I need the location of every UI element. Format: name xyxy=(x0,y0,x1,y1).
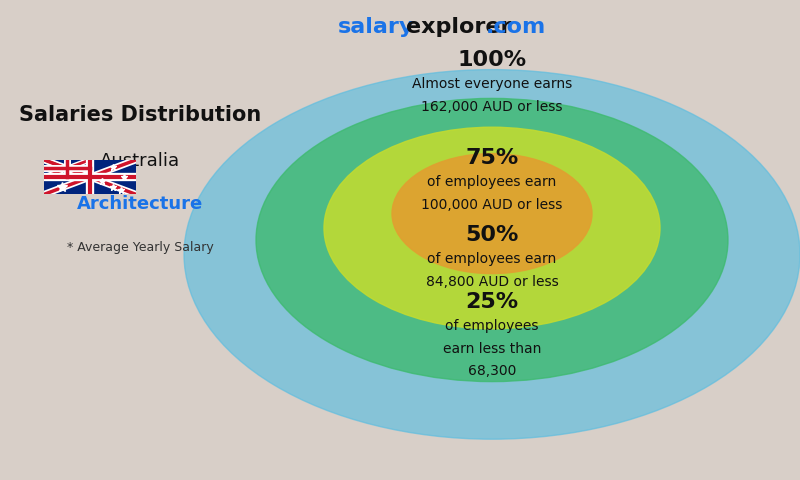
Text: explorer: explorer xyxy=(406,17,511,37)
Text: of employees earn: of employees earn xyxy=(427,252,557,266)
Text: Salaries Distribution: Salaries Distribution xyxy=(19,105,261,125)
Text: earn less than: earn less than xyxy=(443,342,541,356)
Text: * Average Yearly Salary: * Average Yearly Salary xyxy=(66,240,214,254)
Circle shape xyxy=(392,154,592,274)
Text: Australia: Australia xyxy=(100,152,180,170)
Circle shape xyxy=(184,70,800,439)
Text: 25%: 25% xyxy=(466,292,518,312)
Circle shape xyxy=(324,127,660,329)
Text: salary: salary xyxy=(338,17,414,37)
Text: of employees: of employees xyxy=(446,319,538,334)
Text: of employees earn: of employees earn xyxy=(427,175,557,190)
Text: Architecture: Architecture xyxy=(77,195,203,213)
Text: 84,800 AUD or less: 84,800 AUD or less xyxy=(426,275,558,289)
Text: 100,000 AUD or less: 100,000 AUD or less xyxy=(422,198,562,212)
Circle shape xyxy=(256,98,728,382)
Text: 75%: 75% xyxy=(466,148,518,168)
Text: 162,000 AUD or less: 162,000 AUD or less xyxy=(422,99,562,114)
Text: 68,300: 68,300 xyxy=(468,364,516,378)
Text: Almost everyone earns: Almost everyone earns xyxy=(412,77,572,91)
Text: .com: .com xyxy=(486,17,546,37)
Text: 100%: 100% xyxy=(458,50,526,70)
Bar xyxy=(44,160,90,177)
Text: 50%: 50% xyxy=(466,225,518,245)
